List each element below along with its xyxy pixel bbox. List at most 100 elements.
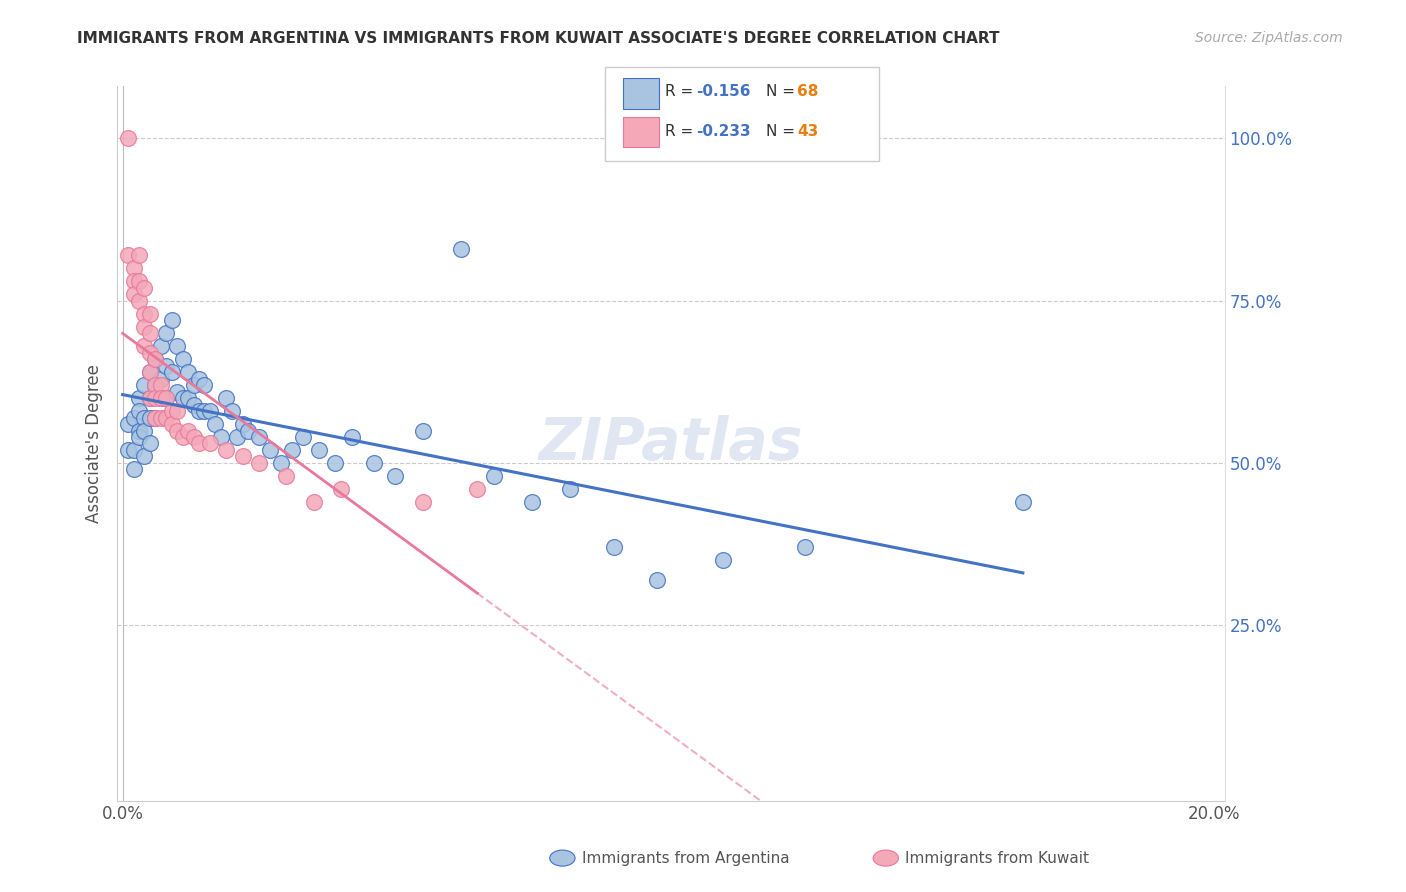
Point <box>215 442 238 457</box>
Point <box>450 242 472 256</box>
Text: IMMIGRANTS FROM ARGENTINA VS IMMIGRANTS FROM KUWAIT ASSOCIATE'S DEGREE CORRELATI: IMMIGRANTS FROM ARGENTINA VS IMMIGRANTS … <box>77 31 1000 46</box>
Point <box>122 287 145 301</box>
Point <box>188 404 211 418</box>
Point <box>1011 495 1033 509</box>
Point <box>128 424 150 438</box>
Point <box>160 417 183 431</box>
Point <box>139 391 162 405</box>
Point <box>128 248 150 262</box>
Point <box>198 436 221 450</box>
Point <box>221 404 243 418</box>
Point <box>193 404 215 418</box>
Point <box>117 248 139 262</box>
Point <box>128 430 150 444</box>
Point <box>139 365 162 379</box>
Point <box>128 293 150 308</box>
Point <box>183 398 205 412</box>
Text: -0.233: -0.233 <box>696 124 751 138</box>
Point <box>145 391 167 405</box>
Point <box>122 261 145 276</box>
Text: N =: N = <box>766 85 800 99</box>
Point <box>139 307 162 321</box>
Point <box>602 541 624 555</box>
Point <box>134 319 156 334</box>
Point <box>193 378 215 392</box>
Text: Immigrants from Argentina: Immigrants from Argentina <box>582 851 790 865</box>
Point <box>149 339 172 353</box>
Point <box>198 404 221 418</box>
Point <box>122 274 145 288</box>
Point <box>183 430 205 444</box>
Point <box>302 495 325 509</box>
Text: N =: N = <box>766 124 800 138</box>
Point <box>412 424 434 438</box>
Point <box>134 280 156 294</box>
Point <box>149 371 172 385</box>
Point <box>145 410 167 425</box>
Point <box>232 417 254 431</box>
Text: 43: 43 <box>797 124 818 138</box>
Point <box>117 131 139 145</box>
Point <box>232 450 254 464</box>
Point <box>259 442 281 457</box>
Point <box>325 456 347 470</box>
Point <box>134 450 156 464</box>
Point <box>291 430 314 444</box>
Point <box>139 365 162 379</box>
Point <box>134 339 156 353</box>
Point <box>145 378 167 392</box>
Point <box>149 391 172 405</box>
Point <box>465 482 488 496</box>
Point <box>128 274 150 288</box>
Point <box>166 424 188 438</box>
Point <box>149 410 172 425</box>
Point <box>145 410 167 425</box>
Point <box>160 404 183 418</box>
Point <box>711 553 734 567</box>
Text: Immigrants from Kuwait: Immigrants from Kuwait <box>905 851 1090 865</box>
Point <box>204 417 226 431</box>
Point <box>340 430 363 444</box>
Point <box>134 307 156 321</box>
Point <box>134 424 156 438</box>
Point <box>177 391 200 405</box>
Point <box>647 573 669 587</box>
Point <box>308 442 330 457</box>
Point <box>793 541 815 555</box>
Point <box>117 417 139 431</box>
Point <box>149 391 172 405</box>
Point <box>139 436 162 450</box>
Point <box>160 365 183 379</box>
Point <box>145 352 167 367</box>
Point <box>155 391 177 405</box>
Point <box>172 352 194 367</box>
Text: R =: R = <box>665 85 699 99</box>
Point <box>188 371 211 385</box>
Text: -0.156: -0.156 <box>696 85 751 99</box>
Point <box>172 391 194 405</box>
Text: Source: ZipAtlas.com: Source: ZipAtlas.com <box>1195 31 1343 45</box>
Point <box>139 326 162 340</box>
Point <box>558 482 581 496</box>
Point <box>172 430 194 444</box>
Point <box>166 404 188 418</box>
Point <box>128 391 150 405</box>
Point <box>139 391 162 405</box>
Point <box>209 430 232 444</box>
Point <box>276 469 298 483</box>
Point <box>134 410 156 425</box>
Point <box>166 384 188 399</box>
Point <box>247 430 270 444</box>
Point <box>122 462 145 476</box>
Point <box>412 495 434 509</box>
Point <box>215 391 238 405</box>
Point <box>520 495 543 509</box>
Point <box>281 442 304 457</box>
Point <box>155 410 177 425</box>
Point <box>122 410 145 425</box>
Point <box>145 352 167 367</box>
Point <box>329 482 352 496</box>
Point <box>188 436 211 450</box>
Point <box>155 326 177 340</box>
Point <box>183 378 205 392</box>
